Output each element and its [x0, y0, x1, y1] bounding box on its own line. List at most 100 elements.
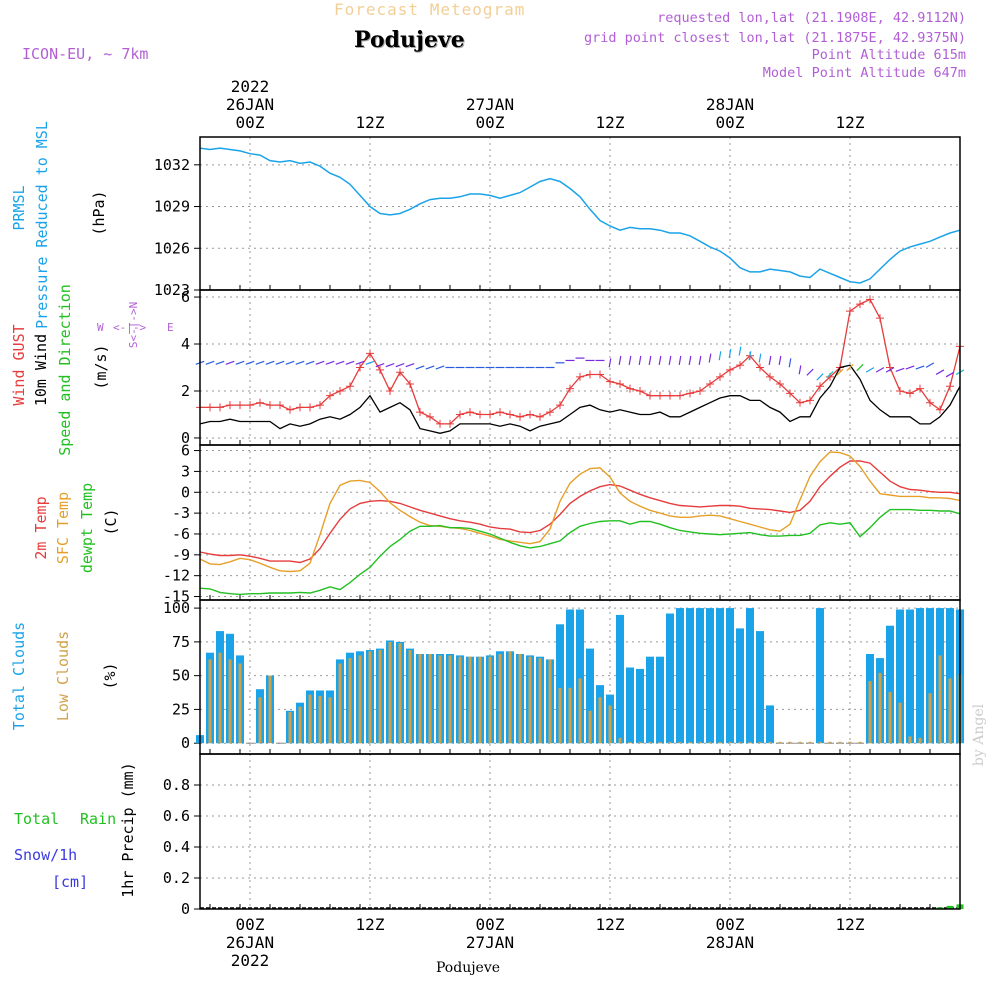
total-cloud-bar [646, 656, 654, 744]
low-cloud-bar [838, 741, 842, 744]
point-altitude: Point Altitude 615m [811, 47, 966, 63]
gust-marker [406, 379, 414, 388]
bottom-year-label: 2022 [231, 951, 270, 970]
low-cloud-bar [478, 656, 482, 744]
low-cloud-bar [438, 655, 442, 744]
chart-title: Forecast Meteogram [334, 0, 526, 19]
low-cloud-bar [708, 741, 712, 744]
low-cloud-bar [298, 706, 302, 744]
wind-arrow [905, 365, 915, 370]
gust-marker [256, 398, 264, 407]
wind-arrow [668, 355, 672, 365]
low-cloud-bar [498, 654, 502, 744]
gust-marker [766, 372, 774, 381]
y-tick-label: 6 [181, 442, 190, 460]
low-cloud-bar [518, 654, 522, 744]
total-cloud-bar [616, 614, 624, 744]
y-tick-label: 2 [181, 382, 190, 400]
low-cloud-bar [738, 741, 742, 744]
low-cloud-bar [208, 659, 212, 744]
gust-marker [486, 410, 494, 419]
gust-marker [366, 349, 374, 358]
gust-marker [866, 295, 874, 304]
gust-marker [546, 408, 554, 417]
wind-label-10m: 10m Wind [32, 334, 50, 406]
wind-arrow [235, 360, 245, 365]
top-time-label: 00Z [236, 113, 265, 132]
top-time-label: 00Z [476, 113, 505, 132]
precip-label-snow: Snow/1h [14, 846, 77, 864]
low-cloud-bar [668, 741, 672, 744]
gust-marker [616, 379, 624, 388]
wind-arrow [345, 360, 355, 365]
low-cloud-bar [508, 651, 512, 744]
gust-marker [926, 398, 934, 407]
total-cloud-bar [656, 656, 664, 744]
low-cloud-bar [928, 693, 932, 744]
gust-marker [816, 382, 824, 391]
grid-point-coords: grid point closest lon,lat (21.1875E, 42… [583, 30, 966, 46]
low-cloud-bar [338, 663, 342, 744]
y-tick-label: -6 [172, 525, 190, 543]
gust-marker [726, 365, 734, 374]
wind-arrow [816, 373, 824, 381]
low-cloud-bar [458, 656, 462, 744]
low-cloud-bar [288, 712, 292, 744]
wind-arrow [836, 368, 844, 376]
gust-marker [586, 370, 594, 379]
gust-marker [456, 410, 464, 419]
low-cloud-bar [598, 697, 602, 744]
bottom-date-label: 28JAN [706, 933, 754, 952]
bottom-time-label: 00Z [236, 915, 265, 934]
low-cloud-bar [698, 741, 702, 744]
gust-marker [416, 408, 424, 417]
wind-arrow [415, 365, 425, 370]
wind-arrow [265, 360, 275, 365]
gust-marker [476, 410, 484, 419]
y-tick-label: 1029 [154, 198, 190, 216]
wind-arrow [395, 363, 405, 368]
gust-marker [716, 372, 724, 381]
precip-label-total: Total [14, 810, 59, 828]
bottom-time-label: 12Z [356, 915, 385, 934]
pressure-line [199, 147, 961, 284]
wind-arrow [718, 351, 722, 361]
wind-unit: (m/s) [92, 344, 110, 389]
wind-arrow [758, 353, 762, 363]
gust-marker [646, 391, 654, 400]
low-cloud-bar [398, 643, 402, 744]
low-cloud-bar [258, 697, 262, 744]
gust-marker [246, 401, 254, 410]
total-cloud-bar [676, 608, 684, 744]
wind-arrow [608, 358, 612, 368]
gust-marker [896, 386, 904, 395]
total-cloud-bar [626, 667, 634, 744]
top-time-label: 12Z [596, 113, 625, 132]
wind-arrow [285, 360, 295, 365]
gust-marker [946, 382, 954, 391]
wind-arrow [658, 355, 662, 365]
low-cloud-bar [688, 741, 692, 744]
top-time-label: 12Z [836, 113, 865, 132]
total-cloud-bar [766, 705, 774, 744]
gust-marker [356, 363, 364, 372]
wind-arrow [255, 360, 265, 365]
panel-clouds: 0 25 50 75 100 [163, 599, 964, 754]
total-cloud-bar [716, 608, 724, 744]
model-label: ICON-EU, ~ 7km [22, 45, 149, 63]
gust-marker [596, 370, 604, 379]
bottom-date-label: 27JAN [466, 933, 514, 952]
total-cloud-bar [576, 609, 584, 744]
low-cloud-bar [538, 658, 542, 744]
wind-arrow [215, 360, 225, 365]
low-cloud-bar [628, 741, 632, 744]
top-date-label: 26JAN [226, 95, 274, 114]
gust-marker [876, 314, 884, 323]
precip-label-cm: [cm] [52, 873, 88, 891]
low-cloud-bar [348, 658, 352, 744]
low-cloud-bar [488, 656, 492, 744]
wind-arrow [435, 365, 445, 370]
total-cloud-bar [746, 608, 754, 744]
total-cloud-bar [816, 608, 824, 744]
compass-arrows-h: <-|-> [113, 321, 146, 334]
